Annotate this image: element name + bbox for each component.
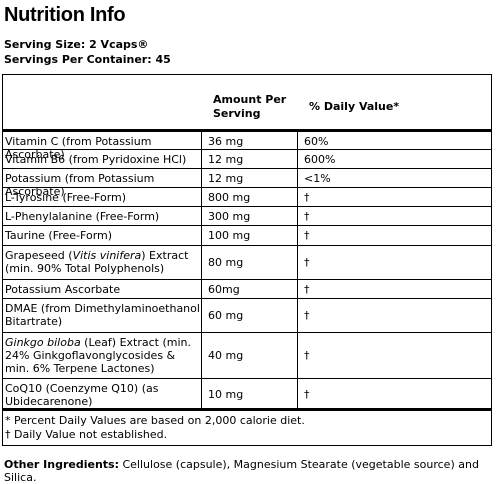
row-dv: † xyxy=(304,309,310,322)
row-amount: 10 mg xyxy=(208,388,244,401)
row-dv: † xyxy=(304,256,310,269)
column-divider xyxy=(297,132,298,408)
row-dv: 60% xyxy=(304,135,329,148)
other-ingredients: Other Ingredients: Cellulose (capsule), … xyxy=(4,458,500,484)
row-dv: † xyxy=(304,283,310,296)
nutrition-panel xyxy=(2,74,492,446)
table-row: Vitamin B6 (from Pyridoxine HCl) 12 mg 6… xyxy=(2,150,492,169)
table-row: Potassium (from Potassium Ascorbate) 12 … xyxy=(2,169,492,198)
table-row: Taurine (Free-Form) 100 mg † xyxy=(2,226,492,246)
row-amount: 80 mg xyxy=(208,256,244,269)
header-amount: Amount Per Serving xyxy=(213,93,287,120)
row-amount: 12 mg xyxy=(208,172,244,185)
row-amount: 800 mg xyxy=(208,191,251,204)
row-nutrient: Potassium (from Potassium Ascorbate) xyxy=(5,172,155,198)
table-row: Grapeseed (Vitis vinifera) Extract (min.… xyxy=(2,246,492,280)
footnote-dagger: † Daily Value not established. xyxy=(5,428,168,441)
column-divider xyxy=(201,132,202,408)
table-row: DMAE (from Dimethylaminoethanol Bitartra… xyxy=(2,299,492,333)
row-nutrient: Potassium Ascorbate xyxy=(5,283,121,296)
row-dv: † xyxy=(304,191,310,204)
row-nutrient: Ginkgo biloba (Leaf) Extract (min. 24% G… xyxy=(5,336,192,375)
row-dv: † xyxy=(304,349,310,362)
table-row: Ginkgo biloba (Leaf) Extract (min. 24% G… xyxy=(2,333,492,379)
row-dv: † xyxy=(304,210,310,223)
row-dv: † xyxy=(304,229,310,242)
table-row: Potassium Ascorbate 60mg † xyxy=(2,280,492,299)
row-nutrient: L-Tyrosine (Free-Form) xyxy=(5,191,127,204)
table-row: CoQ10 (Coenzyme Q10) (as Ubidecarenone) … xyxy=(2,379,492,411)
row-dv: 600% xyxy=(304,153,336,166)
table-row: Vitamin C (from Potassium Ascorbate) 36 … xyxy=(2,132,492,161)
header-rule xyxy=(2,129,492,132)
row-nutrient: CoQ10 (Coenzyme Q10) (as Ubidecarenone) xyxy=(5,382,159,408)
row-nutrient: Vitamin B6 (from Pyridoxine HCl) xyxy=(5,153,187,166)
row-amount: 40 mg xyxy=(208,349,244,362)
row-nutrient: L-Phenylalanine (Free-Form) xyxy=(5,210,160,223)
serving-size: Serving Size: 2 Vcaps® xyxy=(4,38,149,51)
row-dv: † xyxy=(304,388,310,401)
row-amount: 12 mg xyxy=(208,153,244,166)
row-amount: 60 mg xyxy=(208,309,244,322)
footnote-percent: * Percent Daily Values are based on 2,00… xyxy=(5,414,305,427)
row-amount: 300 mg xyxy=(208,210,251,223)
row-amount: 100 mg xyxy=(208,229,251,242)
table-row: L-Tyrosine (Free-Form) 800 mg † xyxy=(2,188,492,207)
servings-per-container: Servings Per Container: 45 xyxy=(4,53,171,66)
table-row: L-Phenylalanine (Free-Form) 300 mg † xyxy=(2,207,492,226)
row-amount: 60mg xyxy=(208,283,240,296)
row-nutrient: DMAE (from Dimethylaminoethanol Bitartra… xyxy=(5,302,200,328)
row-dv: <1% xyxy=(304,172,331,185)
header-daily-value: % Daily Value* xyxy=(309,100,400,113)
page-title: Nutrition Info xyxy=(4,4,126,26)
row-amount: 36 mg xyxy=(208,135,244,148)
row-nutrient: Grapeseed (Vitis vinifera) Extract (min.… xyxy=(5,249,189,275)
row-nutrient: Vitamin C (from Potassium Ascorbate) xyxy=(5,135,152,161)
other-ingredients-label: Other Ingredients: xyxy=(4,458,119,471)
row-nutrient: Taurine (Free-Form) xyxy=(5,229,113,242)
